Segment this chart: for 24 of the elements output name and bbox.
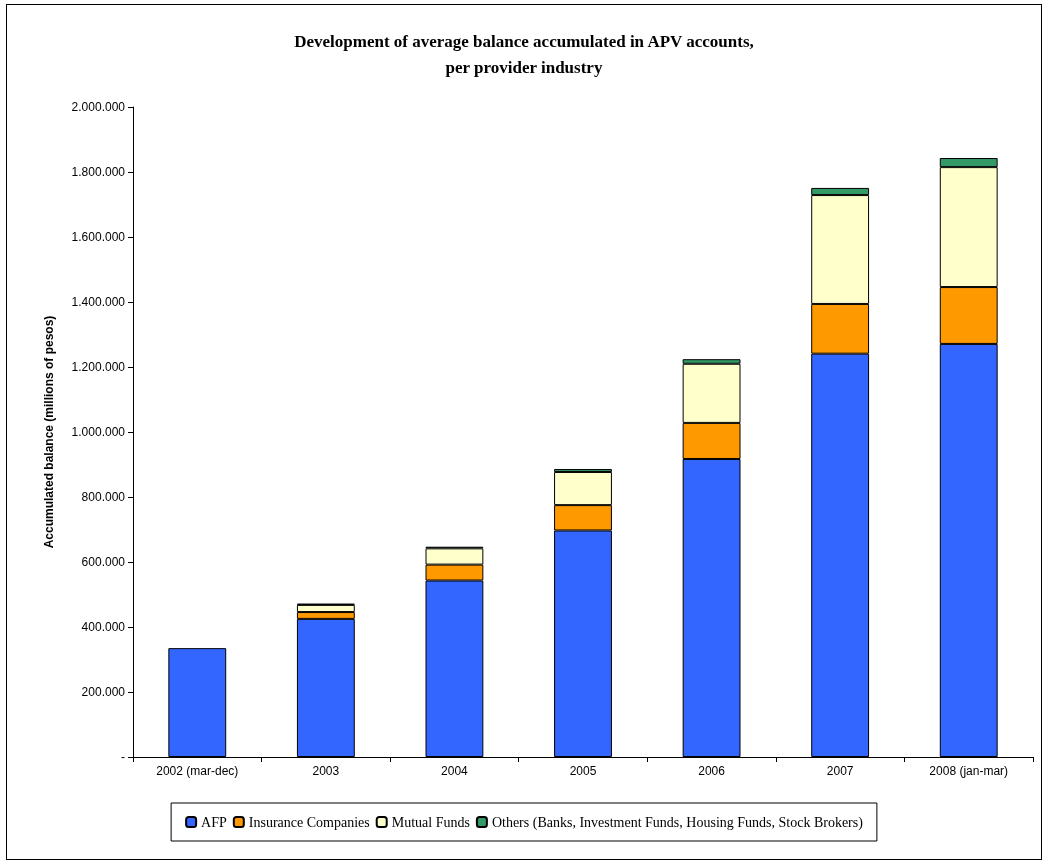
x-tick-label: 2002 (mar-dec): [156, 764, 239, 778]
legend-label: Others (Banks, Investment Funds, Housing Funds, Stock Brokers): [491, 814, 864, 831]
y-tick-label: 800.000: [81, 490, 126, 504]
y-tick-label: 200.000: [81, 685, 126, 699]
x-tick-label: 2006: [698, 764, 726, 778]
x-tick-label: 2003: [312, 764, 340, 778]
y-tick-label: 2.000.000: [71, 100, 126, 114]
y-tick-label: -: [121, 750, 125, 764]
y-axis-title: Accumulated balance (millions of pesos): [42, 315, 56, 549]
x-tick-label: 2007: [826, 764, 854, 778]
y-tick-label: 600.000: [81, 555, 126, 569]
y-tick-label: 400.000: [81, 620, 126, 634]
x-tick-label: 2005: [569, 764, 597, 778]
y-tick-label: 1.000.000: [71, 425, 126, 439]
y-tick-label: 1.400.000: [71, 295, 126, 309]
y-tick-label: 1.800.000: [71, 165, 126, 179]
y-tick-label: 1.600.000: [71, 230, 126, 244]
x-tick-label: 2004: [441, 764, 469, 778]
legend-label: Mutual Funds: [391, 814, 470, 830]
y-tick-label: 1.200.000: [71, 360, 126, 374]
chart-title: Development of average balance accumulated in APV accounts, per provider industry: [294, 31, 754, 77]
x-tick-label: 2008 (jan-mar): [929, 764, 1009, 778]
legend-label: Insurance Companies: [248, 814, 370, 830]
legend-label: AFP: [201, 814, 228, 830]
